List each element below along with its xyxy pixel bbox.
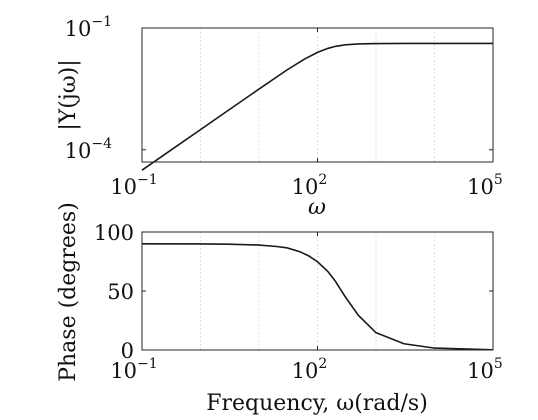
y-tick-label: 10−4 <box>65 136 112 163</box>
phase-x-axis-label: Frequency, ω(rad/s) <box>206 391 428 416</box>
x-tick-label: 10−1 <box>110 356 157 383</box>
magnitude-series-line <box>141 42 493 171</box>
phase-plot: 10−1 102 105 0 50 100 Frequency, ω(rad/s) Pha… <box>56 202 503 416</box>
y-tick-label: 100 <box>94 221 134 245</box>
phase-ticks: 10−1 102 105 0 50 100 <box>94 221 503 383</box>
magnitude-plot: 10−1 102 105 10−4 10−1 ω |Y(jω)| <box>56 14 503 220</box>
y-tick-label: 10−1 <box>65 14 112 41</box>
x-tick-label: 105 <box>467 356 503 383</box>
magnitude-x-axis-label: ω <box>308 195 326 220</box>
magnitude-grid <box>200 28 435 162</box>
x-tick-label: 102 <box>292 356 328 383</box>
magnitude-y-axis-label: |Y(jω)| <box>56 59 81 130</box>
phase-y-axis-label: Phase (degrees) <box>56 202 81 382</box>
x-tick-label: 10−1 <box>110 172 157 199</box>
y-tick-label: 50 <box>107 280 134 304</box>
phase-series-line <box>141 243 494 351</box>
magnitude-ticks: 10−1 102 105 10−4 10−1 <box>65 14 503 199</box>
x-tick-label: 105 <box>467 172 503 199</box>
x-tick-label: 102 <box>292 172 328 199</box>
phase-grid <box>200 232 435 350</box>
y-tick-label: 0 <box>121 339 134 363</box>
